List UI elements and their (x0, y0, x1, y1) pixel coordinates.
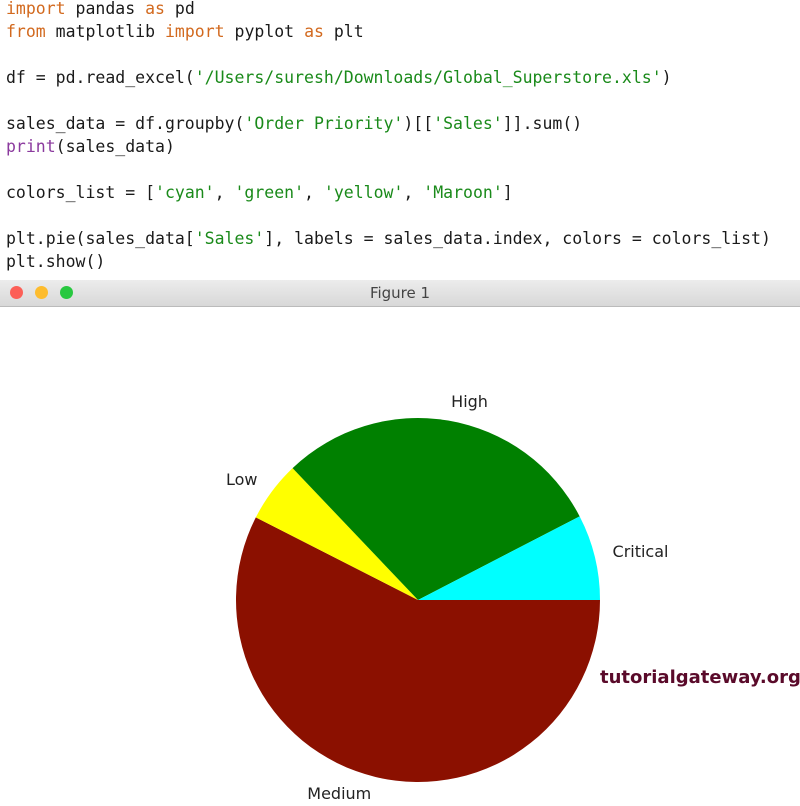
code-token: plt (323, 22, 364, 41)
code-line: sales_data = df.groupby('Order Priority'… (6, 113, 582, 135)
slice-label: Low (226, 470, 258, 489)
code-token: 'yellow' (323, 183, 404, 202)
code-token: 'Sales' (433, 114, 503, 133)
window-title-bar: Figure 1 (0, 280, 800, 307)
code-token: (sales_data) (55, 137, 175, 156)
code-token: plt.pie(sales_data[ (6, 229, 195, 248)
code-token: pandas (65, 0, 146, 18)
code-token: , (304, 183, 324, 202)
code-token: ]].sum() (502, 114, 583, 133)
pie-slice (236, 517, 601, 782)
pie-slice (292, 418, 580, 600)
code-token: pd (164, 0, 195, 18)
code-token: , (403, 183, 424, 202)
code-editor: import pandas as pd from matplotlib impor… (0, 0, 800, 280)
code-token: from (6, 22, 46, 41)
zoom-button[interactable] (60, 286, 73, 299)
code-token: 'Order Priority' (244, 114, 404, 133)
code-token: df = pd.read_excel( (6, 68, 195, 87)
code-token: as (145, 0, 165, 18)
slice-label: Critical (613, 542, 669, 561)
code-token: ) (661, 68, 672, 87)
code-token: pyplot (224, 22, 305, 41)
code-token: 'green' (234, 183, 305, 202)
code-token: print (6, 137, 56, 156)
code-line: colors_list = ['cyan', 'green', 'yellow'… (6, 182, 513, 204)
close-button[interactable] (10, 286, 23, 299)
window-title: Figure 1 (369, 284, 431, 302)
watermark: tutorialgateway.org (600, 667, 800, 688)
code-token: 'Maroon' (423, 183, 503, 202)
code-token: plt.show() (6, 252, 106, 271)
code-line: plt.pie(sales_data['Sales'], labels = sa… (6, 228, 771, 250)
code-token: sales_data = df.groupby( (6, 114, 245, 133)
code-token: matplotlib (45, 22, 165, 41)
code-token: as (304, 22, 324, 41)
code-token: colors_list = [ (6, 183, 156, 202)
slice-label: High (451, 392, 488, 411)
slice-label: Medium (307, 784, 371, 803)
code-token: 'Sales' (194, 229, 265, 248)
code-token: )[[ (403, 114, 434, 133)
minimize-button[interactable] (35, 286, 48, 299)
chart: Medium Low High Critical tutorialgateway.or… (226, 392, 800, 803)
code-token: import (164, 22, 225, 41)
pie-slice (255, 468, 418, 600)
code-line: import pandas as pd (6, 0, 195, 20)
code-token: '/Users/suresh/Downloads/Global_Supersto… (194, 68, 662, 87)
pie-slice (418, 516, 600, 600)
code-line: df = pd.read_excel('/Users/suresh/Downlo… (6, 67, 672, 89)
code-token: ] (502, 183, 513, 202)
code-token: , (214, 183, 235, 202)
code-line: plt.show() (6, 251, 105, 273)
code-line: print(sales_data) (6, 136, 175, 158)
code-token: 'cyan' (155, 183, 215, 202)
code-token: ], labels = sales_data.index, colors = c… (264, 229, 771, 248)
code-token: import (6, 0, 66, 18)
code-line: from matplotlib import pyplot as plt (6, 21, 364, 43)
